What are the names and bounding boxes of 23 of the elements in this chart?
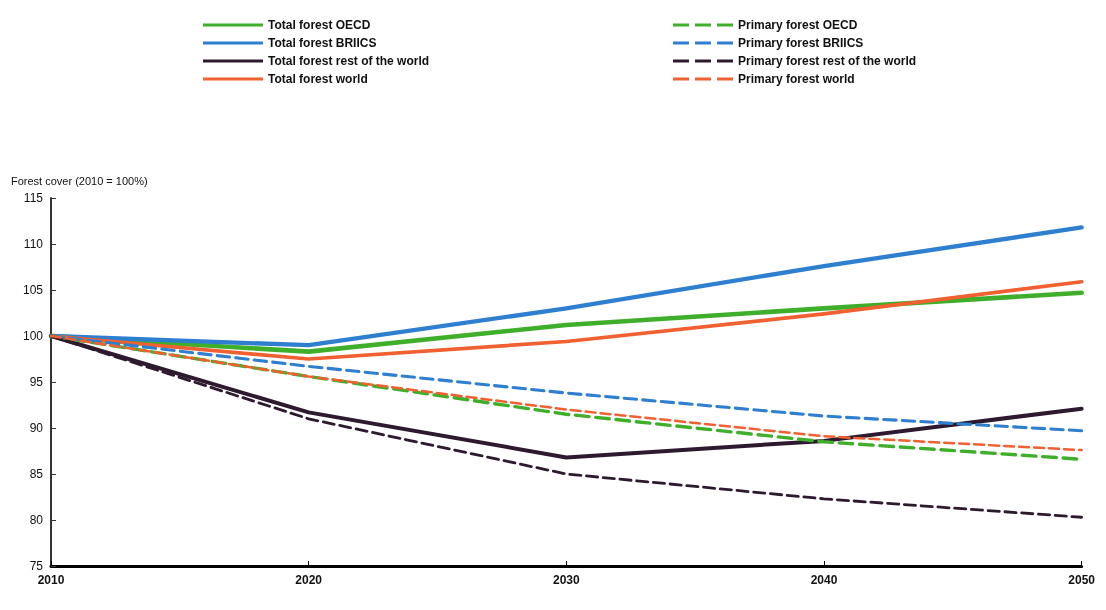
- y-tick-label: 75: [29, 559, 44, 573]
- y-tick-label: 80: [29, 513, 44, 527]
- y-tick-label: 105: [22, 283, 44, 297]
- x-tick-label: 2050: [1068, 573, 1096, 587]
- y-tick-label: 85: [29, 467, 44, 481]
- y-tick-label: 110: [23, 237, 44, 251]
- y-tick-label: 115: [23, 191, 44, 205]
- legend-label: Primary forest OECD: [738, 18, 858, 32]
- y-tick-label: 100: [22, 329, 44, 343]
- legend-label: Total forest OECD: [268, 18, 371, 32]
- legend-label: Total forest world: [268, 72, 368, 86]
- x-tick-label: 2010: [37, 573, 65, 587]
- legend-label: Primary forest rest of the world: [738, 54, 917, 68]
- legend-label: Primary forest BRIICS: [738, 36, 864, 50]
- x-tick-label: 2040: [810, 573, 838, 587]
- legend-label: Total forest BRIICS: [268, 36, 377, 50]
- legend-label: Total forest rest of the world: [268, 54, 430, 68]
- x-tick-label: 2020: [295, 573, 323, 587]
- x-tick-label: 2030: [552, 573, 580, 587]
- legend-label: Primary forest world: [738, 72, 855, 86]
- y-axis-title: Forest cover (2010 = 100%): [11, 174, 148, 187]
- y-tick-label: 95: [29, 375, 44, 389]
- y-tick-label: 90: [29, 421, 44, 435]
